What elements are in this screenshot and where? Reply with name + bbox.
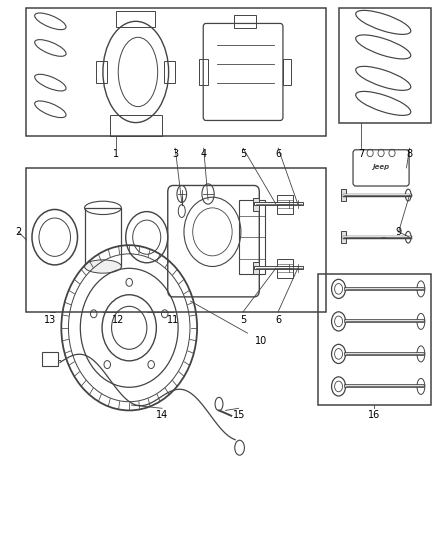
Bar	[283, 59, 291, 85]
Text: 10: 10	[254, 336, 267, 346]
Text: 1: 1	[113, 149, 119, 158]
Ellipse shape	[85, 260, 121, 273]
Bar	[110, 115, 162, 136]
Bar	[96, 61, 107, 83]
Bar	[199, 59, 208, 85]
Text: 15: 15	[233, 410, 245, 419]
Bar	[42, 352, 58, 366]
Text: 2: 2	[15, 227, 21, 237]
Bar	[277, 195, 293, 214]
Bar	[239, 200, 265, 274]
Text: 5: 5	[240, 315, 246, 325]
Bar	[234, 15, 256, 28]
Text: 6: 6	[275, 315, 281, 325]
Bar	[253, 262, 259, 274]
Text: 13: 13	[44, 315, 57, 325]
Bar	[26, 168, 326, 312]
Bar	[164, 61, 175, 83]
Text: 9: 9	[396, 227, 402, 237]
Bar	[339, 8, 431, 123]
Text: 12: 12	[112, 315, 124, 325]
Bar	[26, 8, 326, 136]
Bar	[253, 198, 259, 211]
Text: 14: 14	[156, 410, 168, 419]
Text: 16: 16	[368, 410, 381, 419]
Text: 8: 8	[406, 149, 413, 158]
Bar	[341, 231, 346, 243]
Bar	[85, 208, 121, 266]
Text: 5: 5	[240, 149, 246, 158]
Text: Jeep: Jeep	[372, 164, 390, 170]
Text: 4: 4	[201, 149, 207, 158]
Text: 3: 3	[172, 149, 178, 158]
Text: 7: 7	[358, 149, 364, 158]
Bar	[318, 274, 431, 405]
Text: 11: 11	[167, 315, 179, 325]
Bar	[341, 189, 346, 201]
Text: 6: 6	[275, 149, 281, 158]
Bar	[116, 11, 155, 27]
Bar	[277, 259, 293, 278]
